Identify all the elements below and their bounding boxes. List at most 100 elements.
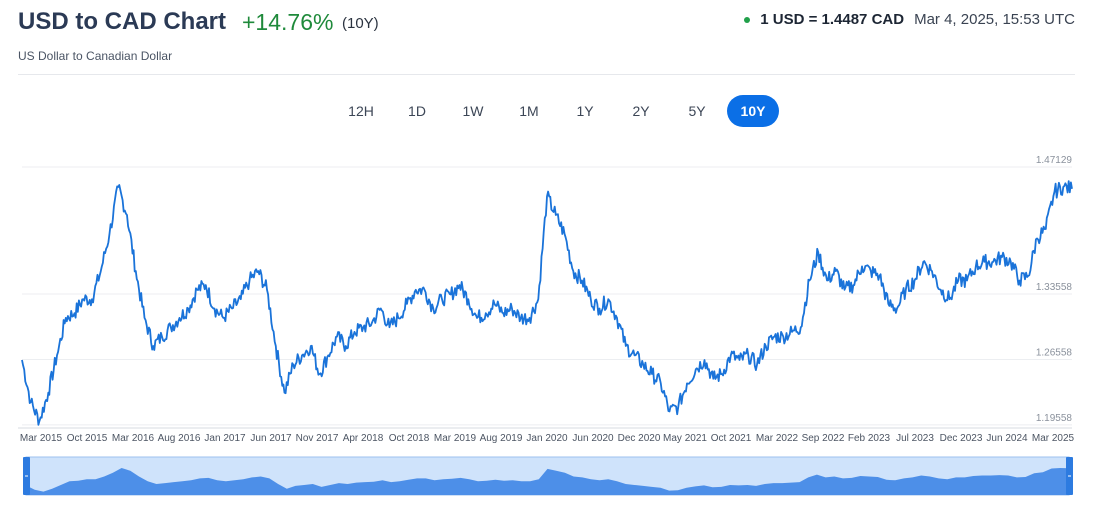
- series-line[interactable]: [21, 180, 1073, 426]
- data-point[interactable]: [948, 297, 952, 301]
- data-point[interactable]: [300, 353, 304, 357]
- data-point[interactable]: [834, 269, 838, 273]
- data-point[interactable]: [379, 307, 383, 311]
- data-point[interactable]: [904, 288, 908, 292]
- data-point[interactable]: [108, 232, 112, 236]
- data-point[interactable]: [361, 325, 365, 329]
- data-point[interactable]: [449, 292, 453, 296]
- data-point[interactable]: [598, 307, 602, 311]
- data-point[interactable]: [939, 288, 943, 292]
- data-point[interactable]: [729, 353, 733, 357]
- data-point[interactable]: [291, 363, 295, 367]
- data-point[interactable]: [1026, 274, 1030, 278]
- data-point[interactable]: [160, 335, 164, 339]
- data-point[interactable]: [685, 381, 689, 385]
- data-point[interactable]: [195, 288, 199, 292]
- data-point[interactable]: [405, 302, 409, 306]
- data-point[interactable]: [921, 260, 925, 264]
- data-point[interactable]: [335, 335, 339, 339]
- data-point[interactable]: [169, 325, 173, 329]
- data-point[interactable]: [624, 344, 628, 348]
- data-point[interactable]: [886, 302, 890, 306]
- data-point[interactable]: [116, 185, 120, 189]
- data-point[interactable]: [493, 302, 497, 306]
- tab-1y[interactable]: 1Y: [576, 103, 594, 119]
- data-point[interactable]: [528, 316, 532, 320]
- tab-1m[interactable]: 1M: [519, 103, 539, 119]
- data-point[interactable]: [440, 297, 444, 301]
- data-point[interactable]: [466, 297, 470, 301]
- data-point[interactable]: [563, 232, 567, 236]
- data-point[interactable]: [746, 353, 750, 357]
- data-point[interactable]: [589, 297, 593, 301]
- data-point[interactable]: [46, 391, 50, 395]
- data-point[interactable]: [55, 353, 59, 357]
- data-point[interactable]: [396, 316, 400, 320]
- data-point[interactable]: [790, 330, 794, 334]
- data-point[interactable]: [571, 269, 575, 273]
- tab-12h[interactable]: 12H: [348, 103, 374, 119]
- data-point[interactable]: [913, 278, 917, 282]
- data-point[interactable]: [860, 264, 864, 268]
- data-point[interactable]: [781, 335, 785, 339]
- tab-1d[interactable]: 1D: [408, 103, 426, 119]
- data-point[interactable]: [38, 419, 42, 423]
- tab-1w[interactable]: 1W: [462, 103, 484, 119]
- data-point[interactable]: [720, 372, 724, 376]
- data-point[interactable]: [1053, 190, 1057, 194]
- data-point[interactable]: [370, 321, 374, 325]
- data-point[interactable]: [20, 358, 24, 362]
- data-point[interactable]: [414, 288, 418, 292]
- data-point[interactable]: [353, 330, 357, 334]
- data-point[interactable]: [895, 307, 899, 311]
- data-point[interactable]: [1018, 278, 1022, 282]
- data-point[interactable]: [738, 358, 742, 362]
- data-point[interactable]: [283, 391, 287, 395]
- data-point[interactable]: [615, 316, 619, 320]
- data-point[interactable]: [29, 400, 33, 404]
- data-point[interactable]: [991, 260, 995, 264]
- data-point[interactable]: [484, 311, 488, 315]
- data-point[interactable]: [143, 316, 147, 320]
- data-point[interactable]: [431, 307, 435, 311]
- data-point[interactable]: [808, 278, 812, 282]
- data-point[interactable]: [676, 405, 680, 409]
- data-point[interactable]: [773, 335, 777, 339]
- data-point[interactable]: [755, 363, 759, 367]
- data-point[interactable]: [878, 274, 882, 278]
- data-point[interactable]: [475, 316, 479, 320]
- data-point[interactable]: [458, 283, 462, 287]
- data-point[interactable]: [125, 213, 129, 217]
- data-point[interactable]: [816, 250, 820, 254]
- data-point[interactable]: [545, 194, 549, 198]
- data-point[interactable]: [274, 344, 278, 348]
- data-point[interactable]: [703, 358, 707, 362]
- data-point[interactable]: [64, 316, 68, 320]
- data-point[interactable]: [213, 307, 217, 311]
- data-point[interactable]: [843, 288, 847, 292]
- data-point[interactable]: [134, 269, 138, 273]
- data-point[interactable]: [554, 213, 558, 217]
- data-point[interactable]: [510, 307, 514, 311]
- data-point[interactable]: [186, 307, 190, 311]
- data-point[interactable]: [668, 409, 672, 413]
- data-point[interactable]: [178, 316, 182, 320]
- data-point[interactable]: [799, 325, 803, 329]
- tab-5y[interactable]: 5Y: [688, 103, 706, 119]
- data-point[interactable]: [1061, 185, 1065, 189]
- data-point[interactable]: [930, 269, 934, 273]
- data-point[interactable]: [1035, 236, 1039, 240]
- data-point[interactable]: [221, 316, 225, 320]
- data-point[interactable]: [580, 278, 584, 282]
- data-point[interactable]: [99, 269, 103, 273]
- data-point[interactable]: [1009, 260, 1013, 264]
- data-point[interactable]: [265, 288, 269, 292]
- data-point[interactable]: [641, 363, 645, 367]
- data-point[interactable]: [764, 344, 768, 348]
- data-point[interactable]: [1000, 255, 1004, 259]
- data-point[interactable]: [694, 367, 698, 371]
- data-point[interactable]: [81, 297, 85, 301]
- data-point[interactable]: [318, 372, 322, 376]
- data-point[interactable]: [965, 278, 969, 282]
- data-point[interactable]: [73, 311, 77, 315]
